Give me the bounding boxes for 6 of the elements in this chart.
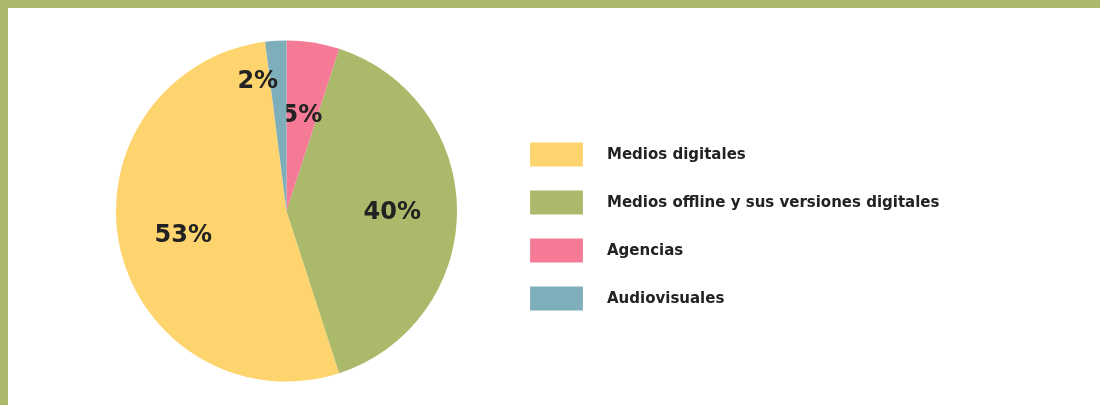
legend-label: Medios offline y sus versiones digitales — [607, 193, 940, 211]
legend-label: Audiovisuales — [607, 289, 725, 307]
data-label: 53% — [154, 219, 213, 248]
legend-label: Agencias — [607, 241, 684, 259]
legend-label: Medios digitales — [607, 145, 746, 163]
data-label: 40% — [363, 197, 421, 225]
